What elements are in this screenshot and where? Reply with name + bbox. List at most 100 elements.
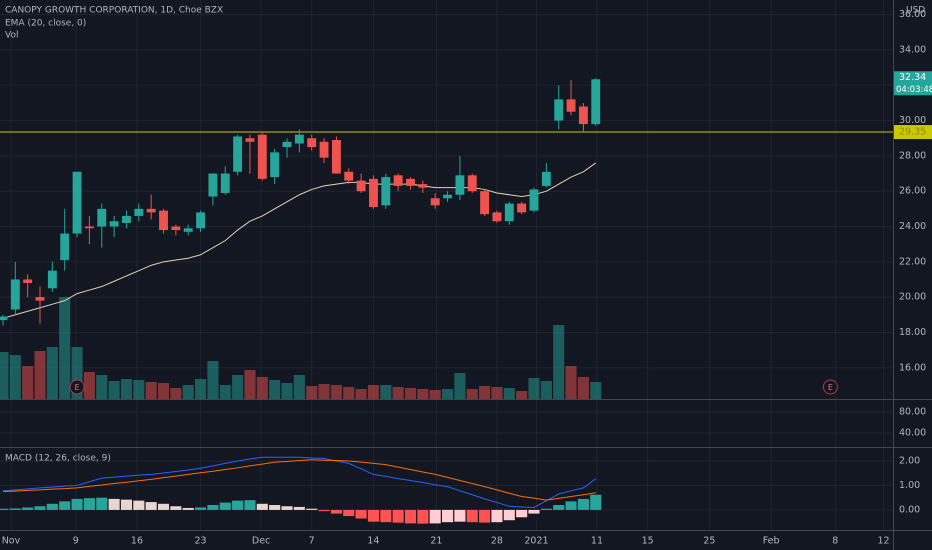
volume-bar [540,381,552,399]
volume-bar [528,378,540,399]
macd-histogram-bar [34,506,46,510]
candle-body [47,270,57,289]
macd-line [2,456,597,508]
macd-histogram-bar [343,509,355,517]
volume-bar [404,388,417,399]
macd-histogram-bar [120,499,133,510]
candle-body [183,228,193,232]
volume-bar [145,382,157,399]
x-tick-label: Feb [763,536,780,547]
candle-body [381,177,391,206]
candle-body [455,175,465,195]
volume-bar [343,387,355,399]
candle-body [492,212,502,222]
volume-bar [71,347,83,399]
macd-histogram-bar [157,503,170,510]
macd-histogram-bar [540,508,552,510]
y-tick-label: 16.00 [899,362,926,373]
macd-histogram-bar [466,509,478,523]
volume-bar [330,385,342,399]
last-price-label: 32.34 [899,72,926,83]
candle-body [122,215,131,223]
volume-bar [355,389,367,399]
candle-body [554,99,564,121]
candle-body [467,175,477,192]
macd-histogram-bar [256,503,268,510]
macd-histogram-bar [306,508,318,510]
x-tick-label: 21 [430,536,442,547]
y-tick-label: 24.00 [899,221,926,232]
volume-bar [565,366,577,399]
last-price-tag [894,71,932,96]
candle-body [294,134,304,144]
candle-body [134,208,144,216]
macd-histogram-bar [269,505,281,510]
earnings-label: E [828,383,833,392]
volume-bar [441,389,454,399]
volume-bar [219,385,231,399]
volume-bar [46,347,58,399]
volume-bar [392,387,404,399]
macd-histogram-bar [207,505,219,510]
candle-body [443,194,452,199]
macd-histogram-bar [590,494,602,510]
x-tick-label: 16 [131,536,143,547]
axes: 36.0034.0032.0030.0028.0026.0024.0022.00… [2,9,932,547]
signal-line [2,459,596,501]
x-tick-label: Dec [252,536,270,547]
volume-bar [367,385,380,399]
macd-histogram-bar [318,509,330,512]
candle-body [171,226,181,231]
macd-histogram-bar [491,509,503,523]
symbol-title: CANOPY GROWTH CORPORATION, 1D, Choe BZX [5,6,223,16]
volume-bar [157,383,170,399]
macd-histogram-bar [59,501,71,510]
x-tick-label: Nov [2,536,21,547]
x-tick-label: 12 [877,536,889,547]
volume-bar [417,389,429,399]
candle-body [233,136,243,172]
macd-histogram-bar [429,509,441,524]
volume-bar [380,385,392,399]
macd-histogram-bar [170,506,182,510]
macd-legend: MACD (12, 26, close, 9) [5,454,111,464]
ema-legend: EMA (20, close, 0) [5,19,86,29]
candle-body [60,233,70,261]
candle-body [245,138,255,142]
volume-legend: Vol [5,31,18,41]
x-tick-label: 8 [832,536,838,547]
macd-histogram-bar [145,502,157,510]
candle-body [517,203,527,213]
macd-histogram-bar [133,500,145,510]
volume-bar [281,383,293,399]
volume-bar [170,388,182,399]
volume-bar [34,351,46,399]
macd-histogram-bar [528,509,540,514]
earnings-label: E [75,383,80,392]
macd-histogram-bar [577,498,589,510]
candle-body [84,226,94,229]
candle-body [591,79,601,125]
candle-body [270,152,280,178]
y-tick-label: 2.00 [899,455,920,466]
macd-histogram-bar [46,503,58,510]
macd-histogram-bar [553,505,565,510]
macd-histogram-bar [367,509,380,522]
x-tick-label: 2021 [524,536,548,547]
candle-body [159,210,168,231]
macd-histogram-bar [182,507,194,510]
y-tick-label: 34.00 [899,44,926,55]
macd-histogram-bar [219,502,231,510]
volume-bar [120,379,133,399]
candle-body [406,178,415,186]
macd-histogram-bar [392,509,404,523]
macd-histogram-bar [454,509,466,522]
y-tick-label: 1.00 [899,480,920,491]
volume-bar [454,373,466,399]
y-tick-label: 28.00 [899,150,926,161]
candle-body [369,178,378,208]
volume-bar [244,370,256,399]
candle-body [307,138,317,148]
